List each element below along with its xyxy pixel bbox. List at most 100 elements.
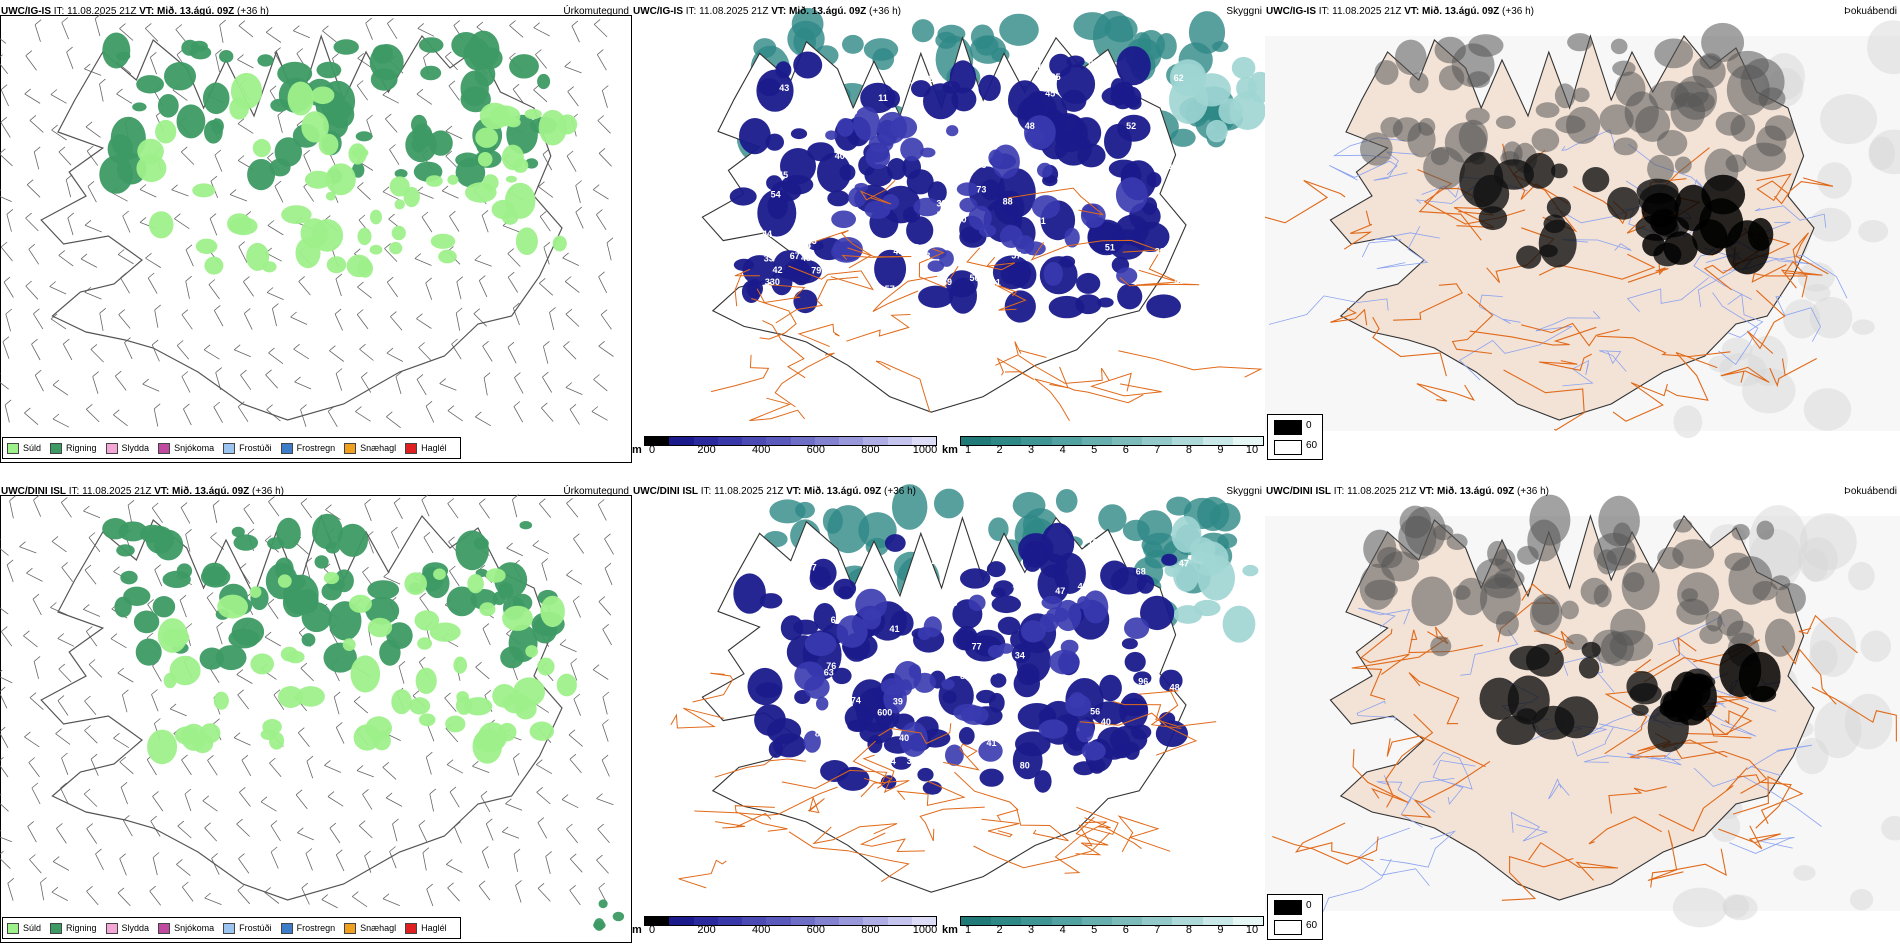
wind-barb	[598, 153, 612, 167]
field-cell	[1516, 245, 1542, 269]
wind-barb	[236, 674, 253, 684]
wind-barb-flag	[0, 189, 2, 191]
visibility-value: 68	[831, 615, 841, 625]
wind-barb-flag	[117, 249, 125, 255]
wind-barb	[598, 601, 612, 616]
wind-barb	[40, 882, 45, 901]
visibility-value: 73	[1012, 585, 1022, 595]
wind-barb-flag	[441, 185, 449, 192]
wind-barb-flag	[389, 846, 396, 852]
wind-barb	[204, 827, 217, 842]
wind-barb-flag	[382, 761, 390, 768]
wind-barb	[237, 406, 249, 423]
wind-barb-flag	[358, 820, 366, 827]
wind-barb-flag	[50, 602, 57, 608]
network-line	[1343, 210, 1373, 250]
wind-barb	[392, 823, 398, 842]
field-cell	[405, 127, 437, 163]
wind-barb	[300, 667, 314, 682]
wind-barb-flag	[85, 121, 93, 128]
wind-barb-flag	[84, 219, 92, 226]
network-line	[1503, 369, 1585, 431]
field-cell	[509, 54, 539, 79]
field-cell	[746, 279, 763, 299]
field-cell	[1212, 41, 1229, 52]
field-cell	[793, 51, 823, 79]
wind-barb-flag	[535, 49, 542, 55]
wind-barb-flag	[115, 370, 122, 377]
wind-barb-flag	[513, 752, 520, 759]
wind-barb-flag	[24, 731, 31, 738]
field-cell	[1532, 705, 1575, 740]
wind-barb	[180, 151, 195, 165]
wind-barb-flag	[573, 595, 580, 602]
field-cell	[492, 684, 517, 708]
wind-barb-flag	[429, 788, 437, 795]
field-cell	[394, 199, 405, 210]
wind-barb-flag	[563, 341, 570, 347]
wind-barb-flag	[90, 753, 98, 760]
wind-barb	[355, 411, 371, 422]
visibility-value: 36	[962, 138, 972, 148]
colorbar-bin	[887, 917, 912, 925]
wind-barb	[418, 347, 432, 361]
network-line	[1562, 359, 1594, 387]
field-cell	[729, 187, 757, 206]
field-cell	[1663, 231, 1698, 265]
visibility-value: 41	[987, 738, 997, 748]
wind-barb-flag	[247, 528, 255, 535]
fog-low-label: 60	[1306, 920, 1318, 931]
visibility-km-colorbar: km 1 2 3 4 5 6 7 8 9 10	[942, 916, 1264, 940]
field-cell	[813, 603, 836, 631]
wind-barb-flag	[392, 818, 399, 825]
wind-barb-flag	[353, 696, 361, 702]
network-line	[943, 743, 980, 771]
wind-barb-flag	[266, 404, 273, 411]
panel-title: Úrkomutegund	[563, 6, 629, 17]
field-cell	[433, 568, 446, 580]
wind-barb-flag	[358, 214, 366, 221]
colorbar-tick: 4	[1059, 444, 1066, 456]
visibility-panel: 50 44 35 40 59 48 57 52 53 58 43 33 38 45 36 39 41 47 43 45…	[632, 0, 1265, 470]
wind-barb-flag	[482, 340, 489, 347]
legend-swatch	[405, 922, 418, 934]
field-cell	[803, 730, 821, 753]
field-cell	[1495, 115, 1516, 129]
network-line	[1018, 354, 1110, 384]
wind-barb	[327, 796, 344, 807]
field-cell	[524, 108, 542, 120]
wind-barb-flag	[238, 20, 246, 27]
field-cell	[1076, 272, 1101, 294]
wind-barb	[540, 407, 554, 422]
network-line	[1528, 841, 1619, 881]
legend-label: Rigning	[66, 443, 97, 453]
wind-barb-flag	[268, 496, 275, 502]
wind-barb	[29, 697, 44, 710]
wind-barb	[541, 563, 548, 581]
legend-item: Frostregn	[280, 922, 335, 934]
wind-barb-flag	[237, 54, 244, 60]
wind-barb	[183, 408, 192, 426]
wind-barb	[151, 507, 163, 524]
legend-item: Slydda	[105, 922, 149, 934]
wind-barb	[265, 374, 278, 389]
legend-swatch	[405, 442, 418, 454]
field-cell	[1623, 572, 1645, 593]
field-cell	[120, 570, 138, 585]
wind-barb	[502, 225, 520, 233]
wind-barb-flag	[602, 691, 610, 698]
field-cell	[453, 656, 468, 674]
field-cell	[1122, 519, 1150, 542]
field-cell	[1119, 692, 1149, 730]
field-cell	[1169, 76, 1209, 124]
wind-barb	[566, 155, 577, 172]
field-cell	[880, 678, 906, 696]
wind-barb-flag	[566, 497, 573, 504]
visibility-value: 96	[1138, 677, 1148, 687]
wind-barb	[382, 767, 397, 780]
field-cell	[116, 544, 135, 557]
wind-barb	[563, 346, 577, 360]
wind-barb-flag	[174, 213, 181, 220]
field-cell	[1580, 577, 1609, 605]
wind-barb	[512, 307, 520, 326]
